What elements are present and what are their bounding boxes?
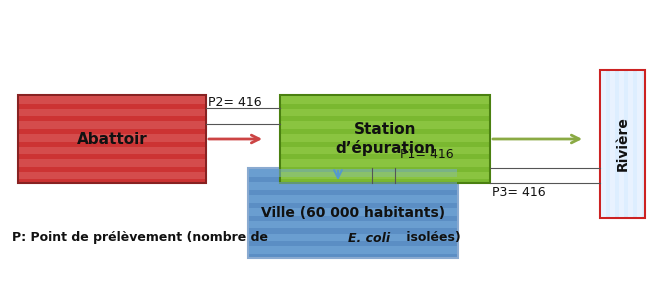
Text: Station
d’épuration: Station d’épuration <box>335 122 435 156</box>
Text: P2= 416: P2= 416 <box>208 96 261 109</box>
Bar <box>281 147 489 154</box>
Text: P1= 416: P1= 416 <box>400 149 454 162</box>
Text: Rivière: Rivière <box>616 117 630 171</box>
Bar <box>249 247 457 254</box>
Text: P3= 416: P3= 416 <box>492 185 546 198</box>
Text: E. coli: E. coli <box>348 232 390 245</box>
Text: Abattoir: Abattoir <box>77 132 147 147</box>
Bar <box>619 71 624 217</box>
Bar <box>19 159 205 167</box>
Bar <box>610 71 615 217</box>
Bar <box>281 109 489 116</box>
Text: isolées): isolées) <box>402 232 461 245</box>
Bar <box>249 221 457 228</box>
Bar <box>18 95 206 183</box>
Bar <box>19 172 205 179</box>
Bar <box>281 134 489 141</box>
Bar <box>19 147 205 154</box>
Text: Ville (60 000 habitants): Ville (60 000 habitants) <box>261 206 445 220</box>
Bar <box>249 195 457 203</box>
Bar <box>601 71 606 217</box>
Bar <box>600 70 645 218</box>
Bar <box>249 208 457 216</box>
Bar <box>281 159 489 167</box>
Bar <box>19 109 205 116</box>
Text: P: Point de prélèvement (nombre de: P: Point de prélèvement (nombre de <box>12 232 272 245</box>
Bar <box>19 122 205 129</box>
Bar <box>249 182 457 190</box>
Bar <box>280 95 490 183</box>
Bar <box>19 134 205 141</box>
Bar <box>281 122 489 129</box>
Bar <box>281 96 489 104</box>
Bar <box>637 71 642 217</box>
Bar <box>248 168 458 258</box>
Bar <box>249 169 457 177</box>
Bar <box>19 96 205 104</box>
Bar <box>249 234 457 241</box>
Bar <box>281 172 489 179</box>
Bar <box>628 71 633 217</box>
